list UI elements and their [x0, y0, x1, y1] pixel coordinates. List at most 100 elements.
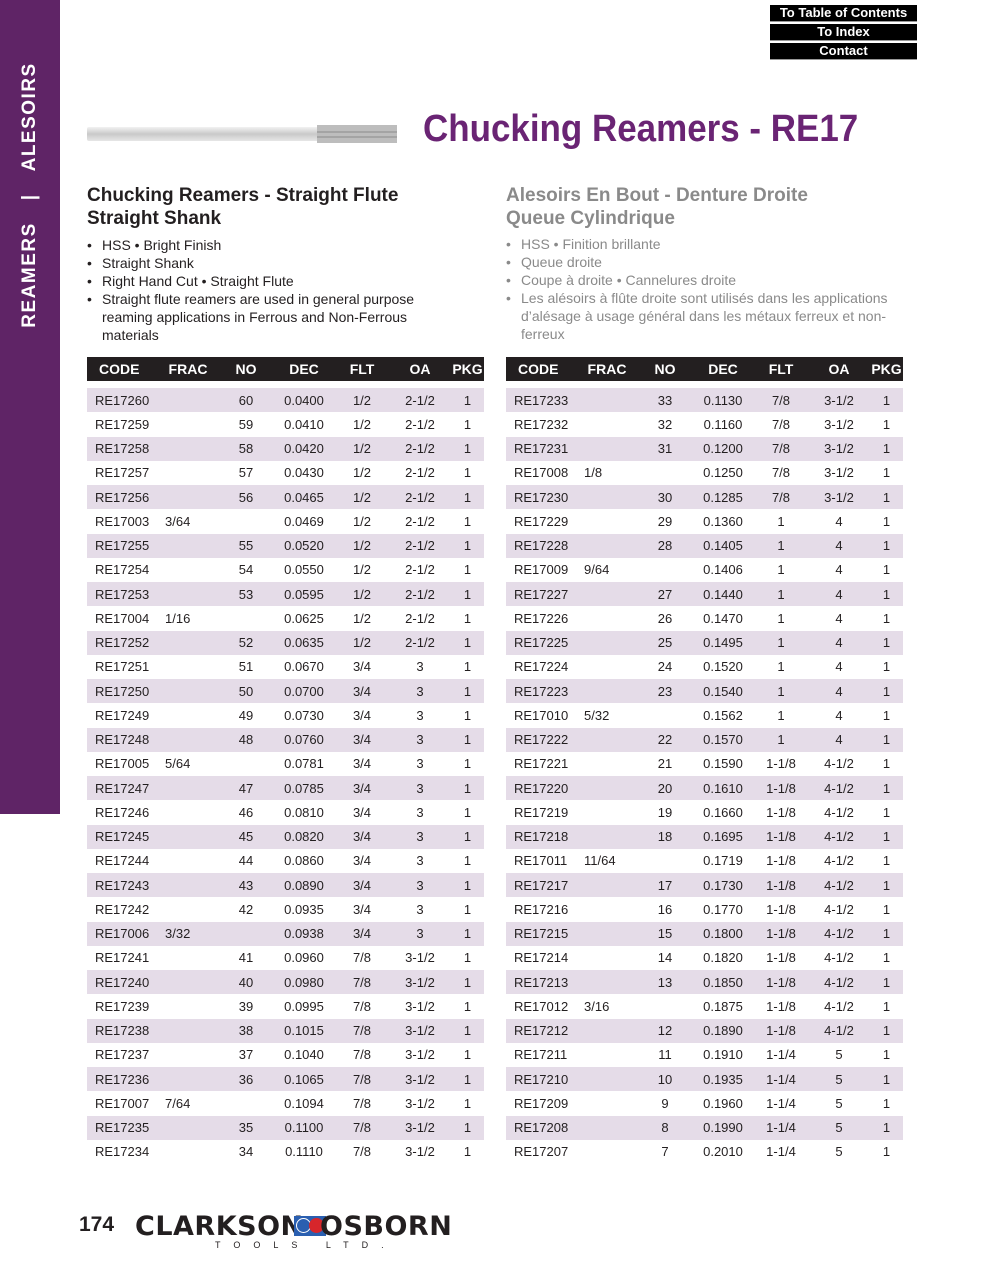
- cell-code: RE17005: [87, 751, 157, 776]
- french-features: HSS • Finition brillante Queue droite Co…: [506, 235, 906, 343]
- cell-pkg: 1: [451, 727, 484, 752]
- cell-frac: [157, 533, 219, 558]
- table-row: RE17217 17 0.1730 1-1/8 4-1/2 1: [506, 873, 903, 898]
- table-row: RE17005 5/64 0.0781 3/4 3 1: [87, 751, 484, 776]
- cell-no: 45: [219, 824, 273, 849]
- table-row: RE17009 9/64 0.1406 1 4 1: [506, 557, 903, 582]
- cell-frac: 1/16: [157, 606, 219, 631]
- cell-oa: 4-1/2: [808, 970, 870, 995]
- cell-no: 12: [638, 1018, 692, 1043]
- cell-code: RE17215: [506, 921, 576, 946]
- table-row: RE17003 3/64 0.0469 1/2 2-1/2 1: [87, 509, 484, 534]
- cell-no: 33: [638, 388, 692, 413]
- cell-no: [219, 1091, 273, 1116]
- cell-oa: 4: [808, 557, 870, 582]
- cell-code: RE17241: [87, 945, 157, 970]
- cell-oa: 2-1/2: [389, 606, 451, 631]
- table-row: RE17010 5/32 0.1562 1 4 1: [506, 703, 903, 728]
- cell-pkg: 1: [451, 703, 484, 728]
- cell-dec: 0.1470: [692, 606, 754, 631]
- cell-code: RE17221: [506, 751, 576, 776]
- cell-dec: 0.0810: [273, 800, 335, 825]
- table-row: RE17225 25 0.1495 1 4 1: [506, 630, 903, 655]
- cell-oa: 4-1/2: [808, 921, 870, 946]
- table-row: RE17235 35 0.1100 7/8 3-1/2 1: [87, 1115, 484, 1140]
- cell-pkg: 1: [870, 703, 903, 728]
- cell-no: [638, 703, 692, 728]
- cell-oa: 3: [389, 873, 451, 898]
- cell-dec: 0.1990: [692, 1115, 754, 1140]
- contact-link[interactable]: Contact: [770, 43, 917, 60]
- cell-no: [219, 606, 273, 631]
- cell-frac: [576, 582, 638, 607]
- cell-dec: 0.1440: [692, 582, 754, 607]
- cell-dec: 0.1160: [692, 412, 754, 437]
- cell-oa: 3-1/2: [389, 994, 451, 1019]
- cell-oa: 4: [808, 703, 870, 728]
- cell-frac: [157, 436, 219, 461]
- cell-flt: 1: [754, 727, 808, 752]
- cell-frac: [157, 945, 219, 970]
- cell-code: RE17227: [506, 582, 576, 607]
- table-row: RE17260 60 0.0400 1/2 2-1/2 1: [87, 388, 484, 413]
- table-row: RE17221 21 0.1590 1-1/8 4-1/2 1: [506, 751, 903, 776]
- cell-flt: 3/4: [335, 727, 389, 752]
- cell-flt: 7/8: [754, 460, 808, 485]
- cell-pkg: 1: [451, 388, 484, 413]
- cell-pkg: 1: [870, 800, 903, 825]
- cell-pkg: 1: [870, 848, 903, 873]
- cell-pkg: 1: [451, 751, 484, 776]
- table-row: RE17214 14 0.1820 1-1/8 4-1/2 1: [506, 945, 903, 970]
- cell-no: 22: [638, 727, 692, 752]
- english-heading-line: Chucking Reamers - Straight Flute: [87, 185, 399, 206]
- cell-oa: 2-1/2: [389, 388, 451, 413]
- cell-flt: 3/4: [335, 800, 389, 825]
- cell-pkg: 1: [870, 1042, 903, 1067]
- cell-dec: 0.0420: [273, 436, 335, 461]
- cell-code: RE17230: [506, 485, 576, 510]
- cell-code: RE17258: [87, 436, 157, 461]
- cell-frac: [157, 970, 219, 995]
- cell-code: RE17244: [87, 848, 157, 873]
- table-row: RE17238 38 0.1015 7/8 3-1/2 1: [87, 1018, 484, 1043]
- cell-oa: 3: [389, 679, 451, 704]
- cell-pkg: 1: [870, 679, 903, 704]
- table-row: RE17222 22 0.1570 1 4 1: [506, 727, 903, 752]
- cell-no: 27: [638, 582, 692, 607]
- cell-no: 55: [219, 533, 273, 558]
- cell-no: 47: [219, 776, 273, 801]
- cell-no: 39: [219, 994, 273, 1019]
- cell-dec: 0.0670: [273, 654, 335, 679]
- cell-frac: 3/16: [576, 994, 638, 1019]
- cell-flt: 7/8: [335, 1067, 389, 1092]
- cell-flt: 7/8: [335, 1115, 389, 1140]
- cell-no: 18: [638, 824, 692, 849]
- index-link[interactable]: To Index: [770, 24, 917, 41]
- cell-dec: 0.1850: [692, 970, 754, 995]
- cell-code: RE17239: [87, 994, 157, 1019]
- cell-code: RE17235: [87, 1115, 157, 1140]
- cell-pkg: 1: [870, 436, 903, 461]
- table-of-contents-link[interactable]: To Table of Contents: [770, 5, 917, 22]
- cell-pkg: 1: [870, 1018, 903, 1043]
- logo-mark-icon: [294, 1216, 326, 1236]
- cell-frac: 5/64: [157, 751, 219, 776]
- cell-flt: 1-1/8: [754, 824, 808, 849]
- cell-no: 41: [219, 945, 273, 970]
- cell-dec: 0.1890: [692, 1018, 754, 1043]
- cell-flt: 7/8: [335, 945, 389, 970]
- cell-oa: 3-1/2: [389, 1042, 451, 1067]
- cell-no: 16: [638, 897, 692, 922]
- cell-frac: [576, 679, 638, 704]
- cell-no: 57: [219, 460, 273, 485]
- feature-item: Straight flute reamers are used in gener…: [87, 290, 467, 344]
- cell-oa: 4-1/2: [808, 800, 870, 825]
- header-code: CODE: [506, 357, 576, 381]
- cell-code: RE17260: [87, 388, 157, 413]
- cell-frac: [157, 630, 219, 655]
- cell-pkg: 1: [870, 751, 903, 776]
- cell-no: 24: [638, 654, 692, 679]
- cell-flt: 7/8: [335, 1018, 389, 1043]
- product-table-left: CODE FRAC NO DEC FLT OA PKG RE17260 60 0.0400 1/2 2…: [87, 357, 484, 1164]
- cell-flt: 1-1/8: [754, 945, 808, 970]
